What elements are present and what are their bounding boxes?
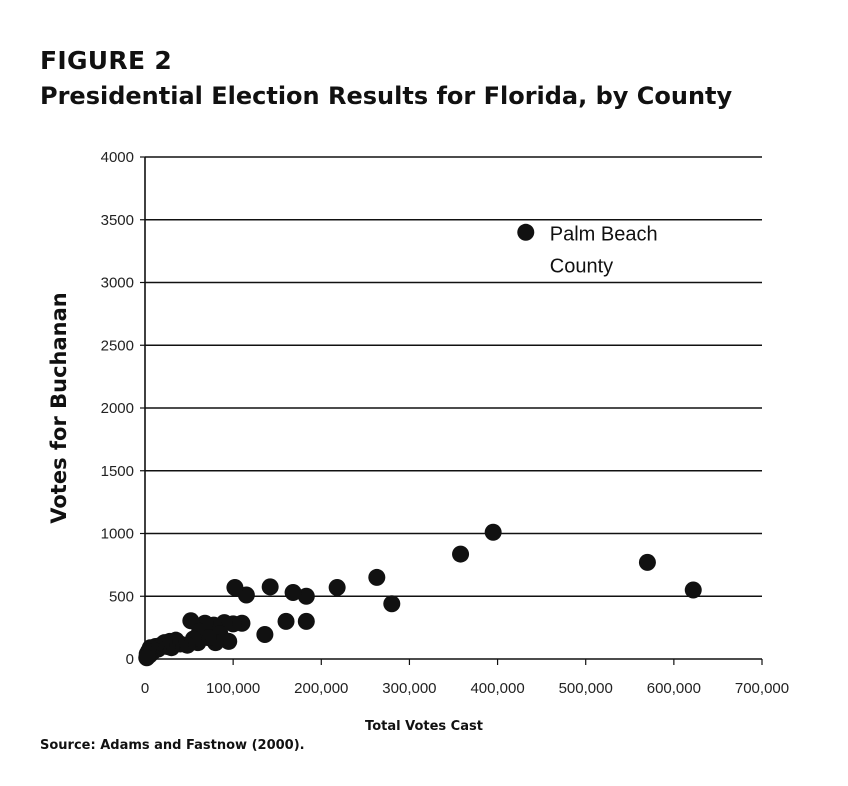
data-point (277, 612, 295, 630)
data-point (297, 612, 315, 630)
data-point (226, 578, 244, 596)
annotation-label: Palm Beach (550, 223, 658, 245)
y-tick-label: 1000 (101, 526, 134, 543)
y-tick-label: 4000 (101, 149, 134, 166)
y-tick-label: 2000 (101, 400, 134, 417)
x-tick-label: 400,000 (470, 680, 524, 697)
chart-title: Presidential Election Results for Florid… (40, 82, 733, 110)
data-point (684, 581, 702, 599)
data-point (368, 568, 386, 586)
axes (140, 156, 763, 665)
data-point (484, 523, 502, 541)
data-point (220, 632, 238, 650)
y-tick-label: 0 (126, 651, 134, 668)
x-tick-label: 700,000 (735, 680, 789, 697)
annotation: Palm Beach County (550, 223, 658, 277)
x-tick-label: 500,000 (559, 680, 613, 697)
data-point (256, 626, 274, 644)
y-tick-labels: 0 500 1000 1500 2000 2500 3000 3500 4000 (101, 149, 134, 668)
y-tick-label: 3500 (101, 212, 134, 229)
figure-label: FIGURE 2 (40, 46, 173, 75)
data-point (517, 223, 535, 241)
data-point (638, 553, 656, 571)
y-axis-label: Votes for Buchanan (47, 292, 71, 523)
x-tick-label: 100,000 (206, 680, 260, 697)
x-tick-label: 200,000 (294, 680, 348, 697)
y-tick-label: 3000 (101, 275, 134, 292)
data-points (138, 223, 702, 667)
data-point (383, 595, 401, 613)
data-point (328, 578, 346, 596)
x-tick-label: 300,000 (382, 680, 436, 697)
annotation-label: County (550, 255, 613, 277)
x-tick-label: 0 (141, 680, 149, 697)
data-point (297, 587, 315, 605)
x-tick-labels: 0 100,000 200,000 300,000 400,000 500,000 600,… (141, 680, 789, 697)
x-axis-label: Total Votes Cast (365, 719, 483, 734)
gridlines (145, 156, 762, 598)
y-tick-label: 1500 (101, 463, 134, 480)
source-note: Source: Adams and Fastnow (2000). (40, 738, 305, 753)
data-point (261, 578, 279, 596)
data-point (138, 649, 156, 667)
x-tick-label: 600,000 (647, 680, 701, 697)
data-point (284, 583, 302, 601)
data-point (452, 545, 470, 563)
y-tick-label: 500 (109, 588, 134, 605)
y-tick-label: 2500 (101, 337, 134, 354)
